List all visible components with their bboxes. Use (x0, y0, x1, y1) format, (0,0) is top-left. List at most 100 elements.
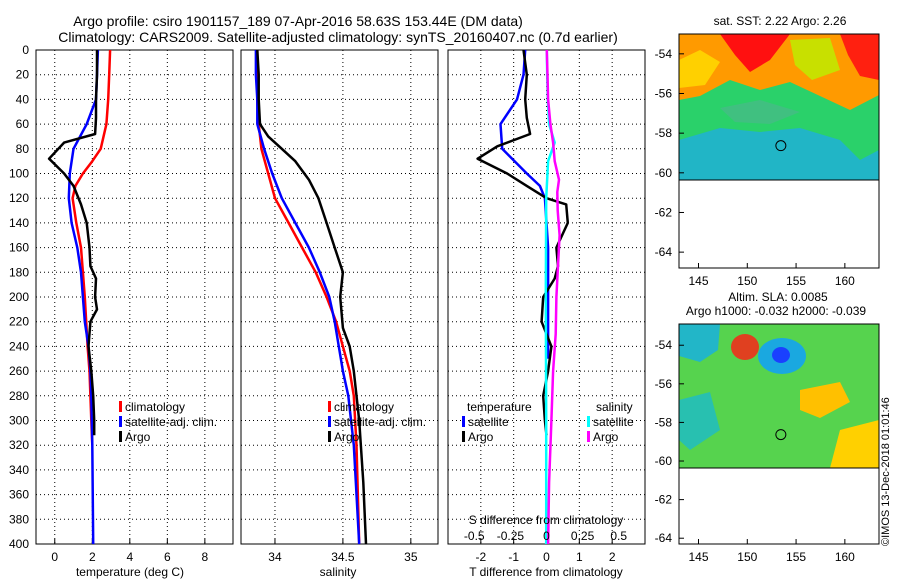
s-difference-tick-labels: -0.5 -0.25 0 0.25 0.5 (464, 529, 627, 543)
difference-lines (476, 49, 570, 545)
depth-tick-label: 140 (9, 216, 29, 230)
depth-tick-label: 160 (9, 241, 29, 255)
depth-tick-label: 220 (9, 315, 29, 329)
lat-tick-label: -56 (655, 86, 673, 100)
lat-tick-label: -54 (655, 338, 673, 352)
difference-panel: -2 -1 0 1 2 T difference from climatology te… (447, 49, 646, 579)
x-tick-label: 6 (164, 550, 171, 564)
series-line-temperature-satellite (499, 49, 550, 359)
lat-tick-label: -58 (655, 415, 673, 429)
depth-tick-label: 0 (22, 43, 29, 57)
salinity-tick-labels: 34 34.5 35 (268, 550, 418, 564)
lon-tick-label: 150 (737, 550, 757, 564)
sla-map-title: Altim. SLA: 0.0085 (728, 290, 828, 304)
lon-tick-label: 160 (835, 550, 855, 564)
x-tick-label: 34.5 (331, 550, 355, 564)
sla-map-axes (678, 323, 880, 545)
lat-tick-label: -62 (655, 205, 673, 219)
s-diff-tick-label: 0.25 (571, 529, 595, 543)
salinity-legend: climatology satellite-adj. clim. Argo (328, 400, 426, 444)
diff-legend-s-satellite: satellite (593, 415, 634, 429)
figure-title-line1: Argo profile: csiro 1901157_189 07-Apr-2… (73, 13, 523, 29)
sla-lon-tick-labels: 145 150 155 160 (688, 539, 855, 564)
temperature-tick-labels: 0 2 4 6 8 (51, 550, 208, 564)
sal-legend-swatch-argo (328, 431, 331, 442)
lat-tick-label: -56 (655, 377, 673, 391)
lat-tick-label: -62 (655, 493, 673, 507)
depth-tick-label: 300 (9, 414, 29, 428)
lat-tick-label: -64 (655, 245, 673, 259)
sla-yellow-patch (800, 382, 850, 418)
depth-tick-label: 360 (9, 488, 29, 502)
sla-field (679, 324, 879, 468)
depth-tick-label: 180 (9, 265, 29, 279)
diff-legend-swatch-s-satellite (587, 416, 590, 427)
sst-map-title: sat. SST: 2.22 Argo: 2.26 (714, 14, 847, 28)
sal-legend-satellite-adj: satellite-adj. clim. (334, 415, 426, 429)
difference-tick-labels: -2 -1 0 1 2 (475, 550, 615, 564)
sla-high-eddy (731, 334, 759, 360)
s-difference-label: S difference from climatology (469, 513, 624, 527)
x-tick-label: 8 (202, 550, 209, 564)
lat-tick-label: -60 (655, 454, 673, 468)
argo-float-marker-sla (775, 429, 787, 441)
series-line-salinity-clim (545, 49, 561, 545)
sal-legend-swatch-climatology (328, 401, 331, 412)
depth-tick-label: 320 (9, 438, 29, 452)
s-diff-tick-label: 0 (543, 529, 550, 543)
diff-legend-t-satellite: satellite (468, 415, 509, 429)
legend-swatch-satellite (119, 416, 122, 427)
s-diff-tick-label: -0.25 (497, 529, 525, 543)
depth-tick-label: 400 (9, 537, 29, 551)
series-line-argo (256, 49, 368, 545)
sst-map-axes (678, 33, 880, 269)
lat-tick-label: -60 (655, 166, 673, 180)
depth-tick-label: 60 (16, 117, 30, 131)
depth-tick-label: 260 (9, 364, 29, 378)
salinity-panel: 34 34.5 35 salinity climatology satellite-… (240, 49, 439, 579)
depth-tick-label: 40 (16, 92, 30, 106)
argo-float-marker-sst (775, 140, 787, 152)
sla-cyan-patch-2 (679, 392, 720, 450)
sla-low-eddy-core (772, 347, 790, 363)
series-line-temperature-argo (476, 49, 570, 436)
legend-temperature-title: temperature (467, 400, 532, 414)
sla-yellow-patch-2 (830, 420, 879, 468)
temperature-lines (47, 49, 112, 545)
x-tick-label: 0 (543, 550, 550, 564)
depth-tick-label: 120 (9, 191, 29, 205)
x-tick-label: 2 (609, 550, 616, 564)
lat-tick-label: -58 (655, 126, 673, 140)
diff-legend-swatch-s-argo (587, 431, 590, 442)
lat-tick-label: -54 (655, 47, 673, 61)
depth-tick-label: 20 (16, 68, 30, 82)
lon-tick-label: 145 (688, 550, 708, 564)
diff-legend-swatch-t-argo (462, 431, 465, 442)
x-tick-label: 1 (576, 550, 583, 564)
series-line-satellite-adj-clim- (254, 50, 361, 545)
x-tick-label: 2 (89, 550, 96, 564)
lon-tick-label: 150 (737, 274, 757, 288)
difference-legend: temperature satellite Argo salinity sate… (462, 400, 634, 444)
diff-legend-s-argo: Argo (593, 430, 619, 444)
temperature-grid (36, 49, 233, 545)
temperature-panel: 0204060801001201401601802002202402602803… (9, 43, 234, 579)
sst-yellow-patch (679, 50, 720, 88)
sst-lime-patch (790, 38, 840, 80)
temperature-axis-label: temperature (deg C) (76, 565, 184, 579)
depth-tick-labels: 0 20 40 60 80 100 120 140 160 180 200 220 240 260 280 3… (9, 43, 29, 551)
depth-tick-label: 100 (9, 167, 29, 181)
difference-grid (448, 49, 645, 545)
lat-tick-label: -64 (655, 531, 673, 545)
sal-legend-climatology: climatology (334, 400, 394, 414)
sla-cyan-patch-1 (679, 324, 720, 362)
x-tick-label: -2 (475, 550, 486, 564)
sal-legend-argo: Argo (334, 430, 360, 444)
legend-argo: Argo (125, 430, 151, 444)
sla-lat-tick-labels: -54 -56 -58 -60 -62 -64 (655, 338, 684, 545)
salinity-axis-label: salinity (320, 565, 357, 579)
depth-tick-label: 240 (9, 339, 29, 353)
sst-lon-tick-labels: 145 150 155 160 (688, 263, 855, 288)
sst-hot-patch-2 (840, 34, 879, 80)
